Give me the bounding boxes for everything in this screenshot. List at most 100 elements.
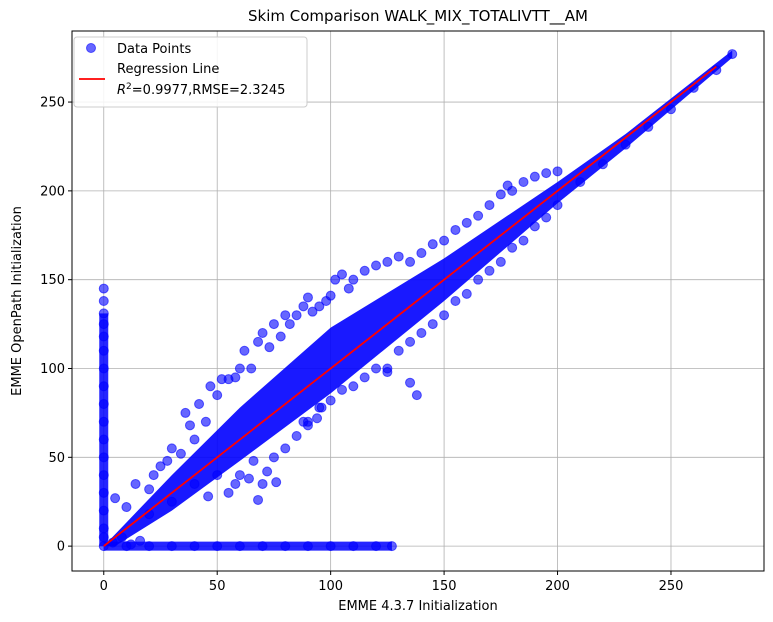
data-point (234, 470, 245, 481)
legend-label-regression-stats: R2=0.9977,RMSE=2.3245 (117, 82, 285, 98)
data-point (416, 327, 427, 338)
data-point (348, 381, 359, 392)
data-point (439, 310, 450, 321)
x-tick-label: 100 (318, 579, 343, 594)
data-point (98, 308, 109, 319)
data-point (416, 248, 427, 259)
data-point (314, 301, 325, 312)
data-point (507, 242, 518, 253)
data-point (189, 541, 200, 552)
data-point (98, 434, 109, 445)
data-point (166, 541, 177, 552)
legend-marker-data-points (86, 43, 96, 53)
data-point (325, 395, 336, 406)
data-point (371, 541, 382, 552)
data-point (382, 256, 393, 267)
data-point (597, 159, 608, 170)
axis-ticks: 0 50 100 150 200 250 0 50 100 150 200 250 (40, 96, 683, 594)
y-tick-label: 200 (40, 184, 65, 199)
data-point (253, 336, 264, 347)
data-point (529, 221, 540, 232)
data-point (405, 336, 416, 347)
data-point (98, 532, 109, 543)
data-point (518, 235, 529, 246)
data-point (98, 363, 109, 374)
data-point (148, 470, 159, 481)
data-point (98, 399, 109, 410)
data-point (427, 239, 438, 250)
r-squared-superscript: 2 (126, 82, 132, 92)
legend-box (73, 36, 308, 108)
x-tick-label: 50 (209, 579, 226, 594)
data-point (280, 443, 291, 454)
data-point (98, 470, 109, 481)
data-point (541, 168, 552, 179)
data-point (371, 260, 382, 271)
data-point (312, 413, 323, 424)
data-points (98, 49, 738, 552)
plot-frame (71, 30, 765, 572)
data-point (98, 381, 109, 392)
data-point (359, 265, 370, 276)
data-point (246, 363, 257, 374)
x-tick-label: 200 (545, 579, 570, 594)
x-tick-label: 250 (659, 579, 684, 594)
regression-stats-values: =0.9977,RMSE=2.3245 (132, 83, 286, 98)
data-point (253, 494, 264, 505)
regression-line-layer (103, 65, 717, 547)
data-point (110, 493, 121, 504)
data-point (125, 539, 136, 550)
data-point (130, 478, 141, 489)
data-point (98, 523, 109, 534)
data-point (427, 319, 438, 330)
data-point (189, 478, 200, 489)
y-tick-label: 250 (40, 96, 65, 111)
r-squared-symbol: R (117, 83, 126, 98)
data-point (144, 484, 155, 495)
data-point (507, 185, 518, 196)
data-point (665, 104, 676, 115)
data-point (529, 171, 540, 182)
data-point (450, 296, 461, 306)
data-point (291, 431, 302, 441)
data-point (121, 502, 132, 513)
data-point (98, 331, 109, 342)
data-point (325, 541, 336, 552)
data-point (98, 296, 109, 306)
data-point (386, 541, 397, 552)
data-point (98, 452, 109, 463)
data-point (98, 283, 109, 294)
data-point (135, 535, 146, 546)
data-point (495, 189, 506, 200)
data-point (405, 377, 416, 388)
data-point (189, 434, 200, 445)
data-point (727, 49, 738, 60)
data-point (393, 345, 404, 356)
data-point (155, 461, 166, 472)
data-point (200, 416, 211, 427)
data-point (271, 477, 282, 488)
data-point (212, 390, 223, 401)
data-point (98, 319, 109, 330)
data-point (230, 478, 241, 489)
x-axis-label: EMME 4.3.7 Initialization (338, 599, 497, 614)
y-tick-label: 150 (40, 273, 65, 288)
horizontal-point-band (103, 541, 392, 551)
data-point (484, 200, 495, 211)
regression-line (103, 65, 717, 547)
data-point (268, 319, 279, 330)
data-point (450, 224, 461, 235)
data-point (371, 363, 382, 374)
y-tick-label: 50 (48, 451, 65, 466)
data-point (405, 256, 416, 267)
data-point (495, 256, 506, 267)
data-point (175, 448, 186, 459)
data-point (461, 217, 472, 228)
legend-label-data-points: Data Points (117, 42, 191, 57)
data-point (382, 363, 393, 374)
x-tick-label: 150 (432, 579, 457, 594)
data-point (280, 310, 291, 321)
data-point (439, 235, 450, 246)
data-point (162, 455, 173, 466)
data-point (325, 290, 336, 301)
